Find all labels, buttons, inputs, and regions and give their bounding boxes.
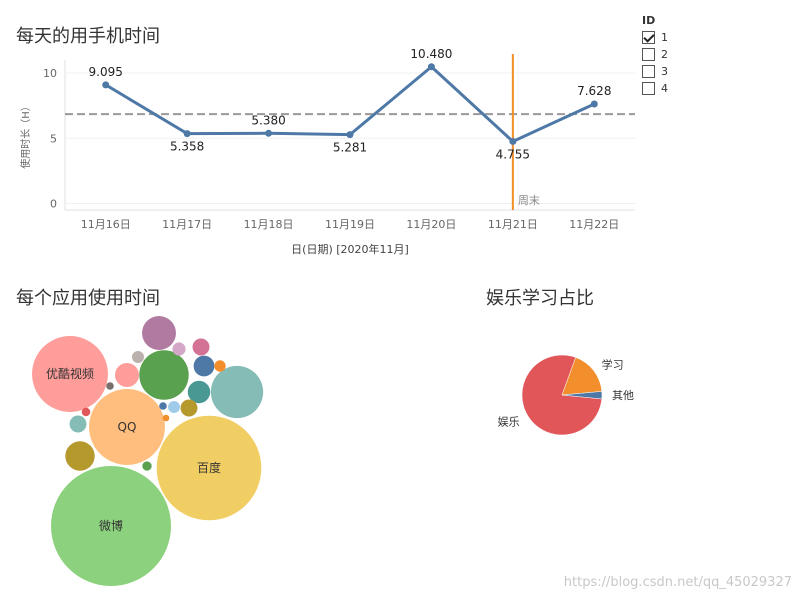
y-axis-title: 使用时长（H） xyxy=(19,101,32,169)
legend-checkbox-1[interactable] xyxy=(642,31,655,44)
bubble-label: QQ xyxy=(118,420,137,434)
bubble xyxy=(193,355,215,377)
data-label: 5.358 xyxy=(170,140,204,154)
bubble xyxy=(142,316,176,350)
legend-checkbox-4[interactable] xyxy=(642,82,655,95)
bubble xyxy=(192,338,210,356)
x-tick-label: 11月20日 xyxy=(406,218,456,231)
x-tick-label: 11月16日 xyxy=(81,218,131,231)
bubble xyxy=(139,350,189,400)
bubble xyxy=(32,336,108,412)
bubble xyxy=(106,382,114,390)
pie-slice xyxy=(561,357,603,396)
bubble xyxy=(162,414,170,422)
bubble xyxy=(65,441,95,471)
bubble xyxy=(81,407,91,417)
data-label: 9.095 xyxy=(89,65,123,79)
data-point xyxy=(509,137,517,145)
legend-label-2: 2 xyxy=(661,48,668,61)
data-label: 5.380 xyxy=(251,113,285,127)
bubble xyxy=(187,380,211,404)
bubble xyxy=(180,399,198,417)
bubble xyxy=(168,401,180,413)
data-point xyxy=(427,63,435,71)
x-tick-label: 11月19日 xyxy=(325,218,375,231)
id-filter-legend: ID 1 2 3 4 xyxy=(642,14,668,97)
legend-item-3[interactable]: 3 xyxy=(642,63,668,80)
legend-item-1[interactable]: 1 xyxy=(642,29,668,46)
bubble-label: 微博 xyxy=(99,518,123,533)
x-axis-title: 日(日期) [2020年11月] xyxy=(291,242,409,256)
bubble-label: 百度 xyxy=(197,460,221,475)
legend-label-1: 1 xyxy=(661,31,668,44)
x-tick-label: 11月22日 xyxy=(569,218,619,231)
legend-label-4: 4 xyxy=(661,82,668,95)
legend-item-2[interactable]: 2 xyxy=(642,46,668,63)
data-label: 7.628 xyxy=(577,84,611,98)
pie-slice-label: 学习 xyxy=(602,358,624,372)
data-point xyxy=(346,131,354,139)
weekend-marker-label: 周末 xyxy=(518,193,540,207)
legend-title: ID xyxy=(642,14,656,27)
pie-slice-label: 其他 xyxy=(612,389,634,402)
pie-chart-title: 娱乐学习占比 xyxy=(486,288,594,309)
data-point xyxy=(183,130,191,138)
bubble-chart: 微博 百度 QQ 优酷视频 xyxy=(32,316,264,586)
pie-slice xyxy=(561,391,603,400)
line-chart-title: 每天的用手机时间 xyxy=(16,26,160,47)
x-tick-label: 11月17日 xyxy=(162,218,212,231)
bubble xyxy=(210,365,264,419)
series-line xyxy=(104,65,595,143)
bubble xyxy=(159,402,167,410)
bubble xyxy=(89,389,165,465)
y-tick-label: 0 xyxy=(50,197,57,210)
data-label: 4.755 xyxy=(496,147,530,161)
y-tick-label: 10 xyxy=(43,67,57,80)
bubble-label: 优酷视频 xyxy=(46,366,94,381)
bubble xyxy=(172,342,186,356)
bubble xyxy=(214,360,226,372)
bubble xyxy=(69,415,87,433)
data-point xyxy=(590,100,598,108)
legend-checkbox-2[interactable] xyxy=(642,48,655,61)
legend-label-3: 3 xyxy=(661,65,668,78)
bubble xyxy=(132,351,144,363)
x-tick-label: 11月18日 xyxy=(244,218,294,231)
x-tick-label: 11月21日 xyxy=(488,218,538,231)
data-label: 10.480 xyxy=(410,47,452,61)
bubble xyxy=(156,415,262,521)
line-chart: 0 5 10 11月16日 11月17日 11月18日 11月19日 11月20日 11月21日… xyxy=(19,47,635,256)
bubble xyxy=(51,466,171,586)
bubble-chart-title: 每个应用使用时间 xyxy=(16,288,160,309)
y-tick-label: 5 xyxy=(50,132,57,145)
data-point xyxy=(102,81,110,89)
legend-checkbox-3[interactable] xyxy=(642,65,655,78)
bubble xyxy=(142,461,152,471)
watermark: https://blog.csdn.net/qq_45029327 xyxy=(563,575,792,590)
data-label: 5.281 xyxy=(333,141,367,155)
data-point xyxy=(265,129,273,137)
legend-item-4[interactable]: 4 xyxy=(642,80,668,97)
pie-slice-label: 娱乐 xyxy=(498,415,520,429)
bubble xyxy=(115,363,139,387)
